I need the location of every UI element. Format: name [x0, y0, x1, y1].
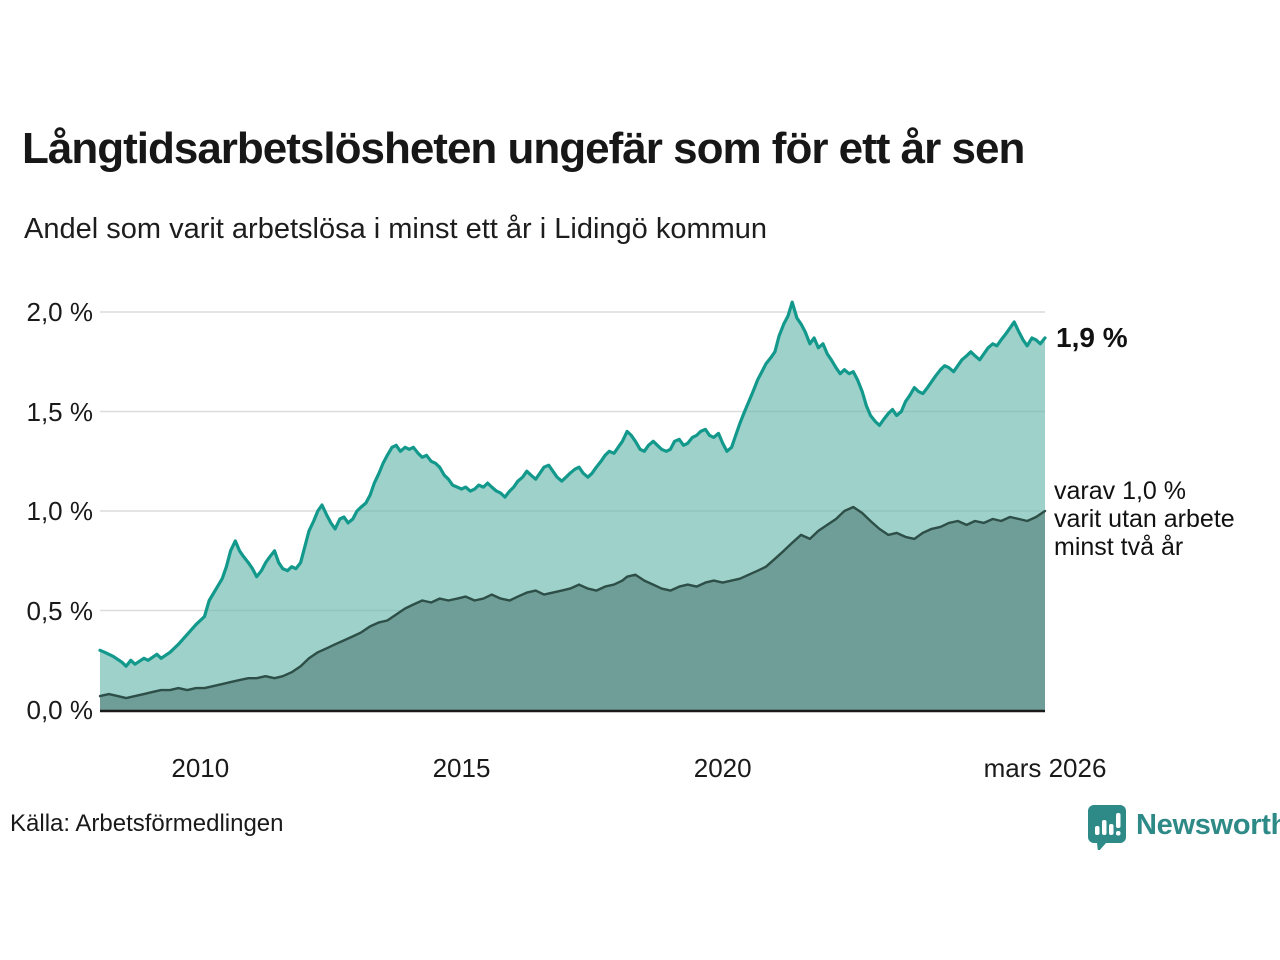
latest-value-annotation: 1,9 %: [1056, 321, 1128, 353]
x-axis-tick-label: 2015: [432, 753, 491, 783]
subseries-annotation: varav 1,0 % varit utan arbete minst två …: [1054, 477, 1235, 561]
series-area-two-years: [100, 507, 1045, 710]
subseries-annotation-line3: minst två år: [1054, 533, 1184, 561]
x-axis-tick-label: 2020: [693, 753, 752, 783]
subseries-annotation-line1: varav 1,0 %: [1054, 477, 1187, 505]
newsworthy-wordmark: Newsworthy: [1136, 808, 1280, 841]
page-title: Långtidsarbetslösheten ungefär som för e…: [22, 124, 1025, 173]
series-line-two-years: [98, 505, 1047, 700]
y-axis-tick-label: 1,0 %: [26, 496, 94, 526]
newsworthy-logo[interactable]: Newsworthy: [1086, 800, 1280, 850]
y-axis-tick-label: 1,5 %: [26, 396, 94, 427]
subseries-annotation-line2: varit utan arbete: [1054, 505, 1235, 533]
chart-subtitle: Andel som varit arbetslösa i minst ett å…: [24, 213, 768, 245]
x-axis-tick-label: mars 2026: [983, 753, 1107, 783]
newsworthy-bubble-icon: [1088, 805, 1126, 850]
series-line-one-year: [98, 300, 1047, 668]
y-axis-tick-label: 0,5 %: [26, 595, 94, 626]
x-axis-tick-label: 2010: [171, 753, 230, 783]
source-label: Källa: Arbetsförmedlingen: [10, 810, 284, 837]
y-axis-tick-label: 2,0 %: [26, 297, 94, 327]
y-axis-tick-label: 0,0 %: [26, 695, 94, 725]
